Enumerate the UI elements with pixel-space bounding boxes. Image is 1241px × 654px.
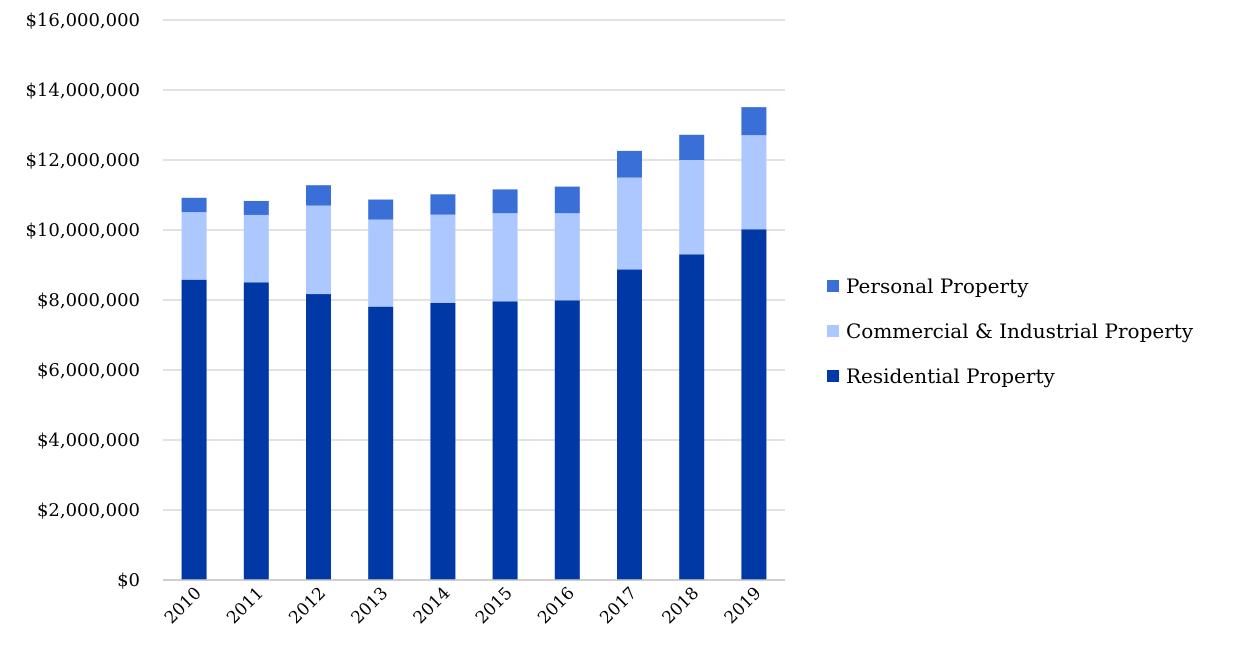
bar-segment	[430, 194, 456, 215]
bar-segment	[741, 107, 767, 136]
bar-segment	[617, 150, 642, 178]
bar-segment	[368, 199, 394, 220]
y-tick-label: $8,000,000	[37, 290, 140, 311]
bars	[181, 107, 767, 581]
x-tick-label: 2019	[721, 583, 766, 628]
x-tick-label: 2010	[161, 583, 206, 628]
bar-segment	[554, 186, 580, 214]
y-tick-label: $6,000,000	[37, 360, 140, 381]
legend-label: Residential Property	[846, 364, 1055, 388]
bar-segment	[679, 254, 705, 580]
bar-segment	[368, 219, 394, 307]
bar-segment	[306, 205, 331, 295]
bar-segment	[243, 214, 269, 283]
bar-segment	[430, 302, 456, 580]
x-tick-label: 2016	[534, 583, 579, 628]
bar-segment	[741, 229, 767, 581]
y-tick-label: $12,000,000	[25, 150, 140, 171]
bar-segment	[243, 200, 269, 215]
bar-segment	[181, 212, 207, 280]
bar-segment	[430, 214, 456, 303]
x-axis-tick-labels: 2010 2011 2012 2013 2014 2015 2016 2017 2018 2019	[161, 583, 766, 628]
bar-segment	[679, 134, 705, 160]
bar-segment	[554, 213, 580, 301]
legend-swatch	[827, 370, 839, 382]
bar-segment	[181, 197, 207, 213]
y-tick-label: $4,000,000	[37, 430, 140, 451]
x-tick-label: 2015	[472, 583, 517, 628]
bar-segment	[243, 282, 269, 580]
bar-segment	[617, 269, 642, 580]
x-tick-label: 2012	[285, 583, 330, 628]
y-tick-label: $2,000,000	[37, 500, 140, 521]
x-tick-label: 2011	[223, 583, 268, 628]
x-tick-label: 2013	[348, 583, 393, 628]
bar-segment	[492, 213, 518, 302]
bar-segment	[306, 185, 331, 206]
legend-swatch	[827, 280, 839, 292]
y-tick-label: $16,000,000	[25, 10, 140, 31]
y-tick-label: $14,000,000	[25, 80, 140, 101]
bar-segment	[181, 279, 207, 580]
legend-label: Commercial & Industrial Property	[846, 319, 1194, 343]
x-tick-label: 2018	[659, 583, 704, 628]
legend: Personal Property Commercial & Industrial…	[827, 274, 1194, 388]
legend-label: Personal Property	[846, 274, 1029, 298]
bar-segment	[492, 189, 518, 214]
y-tick-label: $10,000,000	[25, 220, 140, 241]
bar-segment	[368, 306, 394, 580]
y-axis-tick-labels: $0 $2,000,000 $4,000,000 $6,000,000 $8,000,0…	[25, 10, 140, 591]
x-tick-label: 2017	[596, 583, 641, 628]
bar-segment	[741, 135, 767, 230]
legend-swatch	[827, 325, 839, 337]
bar-segment	[306, 294, 331, 580]
bar-segment	[492, 301, 518, 580]
y-tick-label: $0	[117, 570, 140, 591]
x-tick-label: 2014	[410, 583, 455, 628]
bar-segment	[617, 177, 642, 270]
bar-segment	[679, 160, 705, 255]
bar-segment	[554, 300, 580, 580]
